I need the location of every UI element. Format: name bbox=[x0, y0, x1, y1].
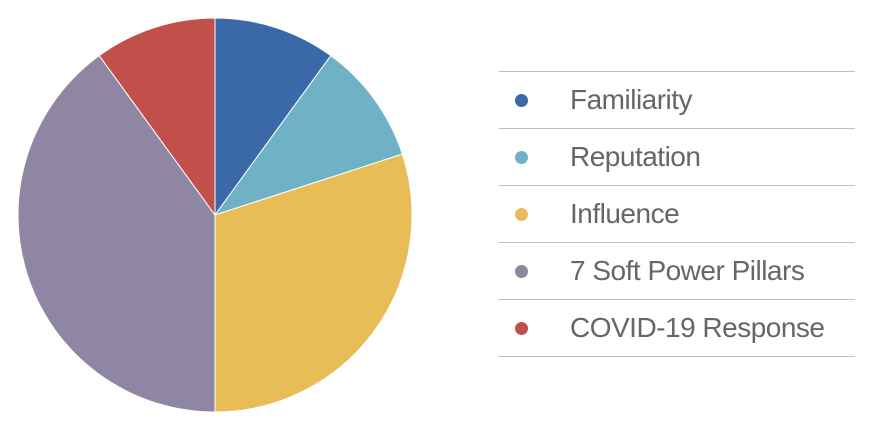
pie-slice-7-soft-power-pillars bbox=[17, 55, 216, 413]
legend-item-soft-power-pillars: 7 Soft Power Pillars bbox=[499, 243, 855, 300]
pie-slice-influence bbox=[214, 153, 413, 413]
legend-label: 7 Soft Power Pillars bbox=[570, 255, 805, 286]
legend-item-influence: Influence bbox=[499, 186, 855, 243]
legend-label: Influence bbox=[570, 198, 680, 229]
legend-marker bbox=[515, 264, 528, 278]
legend-label: COVID-19 Response bbox=[570, 312, 825, 343]
legend-item-familiarity: Familiarity bbox=[499, 72, 855, 129]
pie-slice-familiarity bbox=[214, 17, 332, 216]
legend-marker bbox=[515, 150, 528, 164]
pie-slice-reputation bbox=[214, 55, 403, 216]
chart-legend: Familiarity Reputation Influence 7 Soft … bbox=[499, 71, 855, 357]
legend-marker bbox=[515, 93, 528, 107]
legend-label: Reputation bbox=[570, 141, 701, 172]
pie-slice-covid-19-response bbox=[98, 17, 216, 216]
legend-item-covid-response: COVID-19 Response bbox=[499, 300, 855, 357]
legend-label: Familiarity bbox=[570, 84, 693, 115]
legend-marker bbox=[515, 321, 528, 335]
legend-marker bbox=[515, 207, 528, 221]
pie-chart bbox=[17, 17, 413, 413]
legend-item-reputation: Reputation bbox=[499, 129, 855, 186]
